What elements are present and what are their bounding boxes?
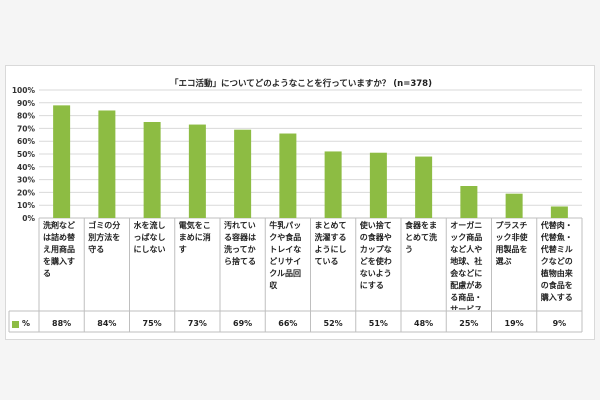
category-label: 使い捨ての食器やカップなどを使わないようにする — [359, 221, 392, 290]
chart-title: 「エコ活動」についてどのようなことを行っていますか？ (n=378) — [170, 79, 432, 89]
bar — [415, 156, 433, 218]
bar — [369, 152, 387, 218]
category-label: 電気をこまめに消す — [178, 221, 211, 254]
category-label: プラスチック非使用製品を選ぶ — [495, 221, 528, 266]
y-tick-label: 60% — [17, 137, 35, 146]
y-tick-label: 10% — [17, 201, 35, 210]
y-tick-label: 70% — [17, 124, 35, 133]
category-label: ゴミの分別方法を守る — [88, 221, 121, 254]
bar — [53, 105, 71, 218]
bar — [324, 151, 342, 218]
bar — [188, 124, 206, 218]
y-tick-label: 100% — [12, 86, 36, 95]
category-label: まとめて洗濯するようにしている — [314, 221, 347, 266]
bar — [505, 193, 523, 218]
y-tick-label: 0% — [22, 214, 35, 223]
data-label: 51% — [368, 319, 388, 328]
chart-plot: 0% 10% 20% 30% 40% 50% 60% 70% 80% 90% 100% — [8, 86, 583, 333]
y-tick-label: 80% — [17, 112, 35, 121]
legend-label: % — [22, 319, 31, 328]
data-label: 25% — [459, 319, 479, 328]
category-label: オーガニック商品など人や地球、社会などに配慮がある商品・サービスを選ぶ — [450, 221, 483, 310]
category-label: 汚れている容器は洗ってから捨てる — [224, 221, 256, 266]
data-label: 66% — [278, 319, 298, 328]
data-label: 9% — [552, 319, 567, 328]
data-label: 52% — [323, 319, 343, 328]
data-label: 75% — [142, 319, 162, 328]
category-label: 代替肉・代替魚・代替ミルクなどの植物由来の食品を購入する — [540, 221, 573, 302]
y-tick-label: 50% — [17, 150, 35, 159]
data-label: 69% — [233, 319, 253, 328]
category-label: 水を流しっぱなしにしない — [133, 221, 166, 254]
data-label: 73% — [187, 319, 207, 328]
legend-swatch — [12, 321, 19, 328]
bar — [143, 122, 161, 218]
data-label: 88% — [52, 319, 72, 328]
y-tick-label: 90% — [17, 99, 35, 108]
data-label: 84% — [97, 319, 117, 328]
bar — [234, 129, 252, 218]
y-tick-label: 20% — [17, 188, 35, 197]
category-label: 洗剤などは詰め替え用商品を購入する — [43, 221, 75, 278]
chart-frame: 「エコ活動」についてどのようなことを行っていますか？ (n=378) 0% 10%… — [5, 65, 595, 340]
bar — [98, 110, 116, 218]
y-tick-label: 30% — [17, 176, 35, 185]
data-label: 48% — [414, 319, 434, 328]
bar — [550, 206, 568, 218]
y-tick-label: 40% — [17, 163, 35, 172]
bar — [460, 186, 478, 218]
data-label: 19% — [504, 319, 524, 328]
bar — [279, 133, 297, 218]
category-label: 牛乳パックや食品トレイなどリサイクル品回収 — [269, 221, 302, 290]
category-label: 食器をまとめて洗う — [405, 221, 437, 254]
